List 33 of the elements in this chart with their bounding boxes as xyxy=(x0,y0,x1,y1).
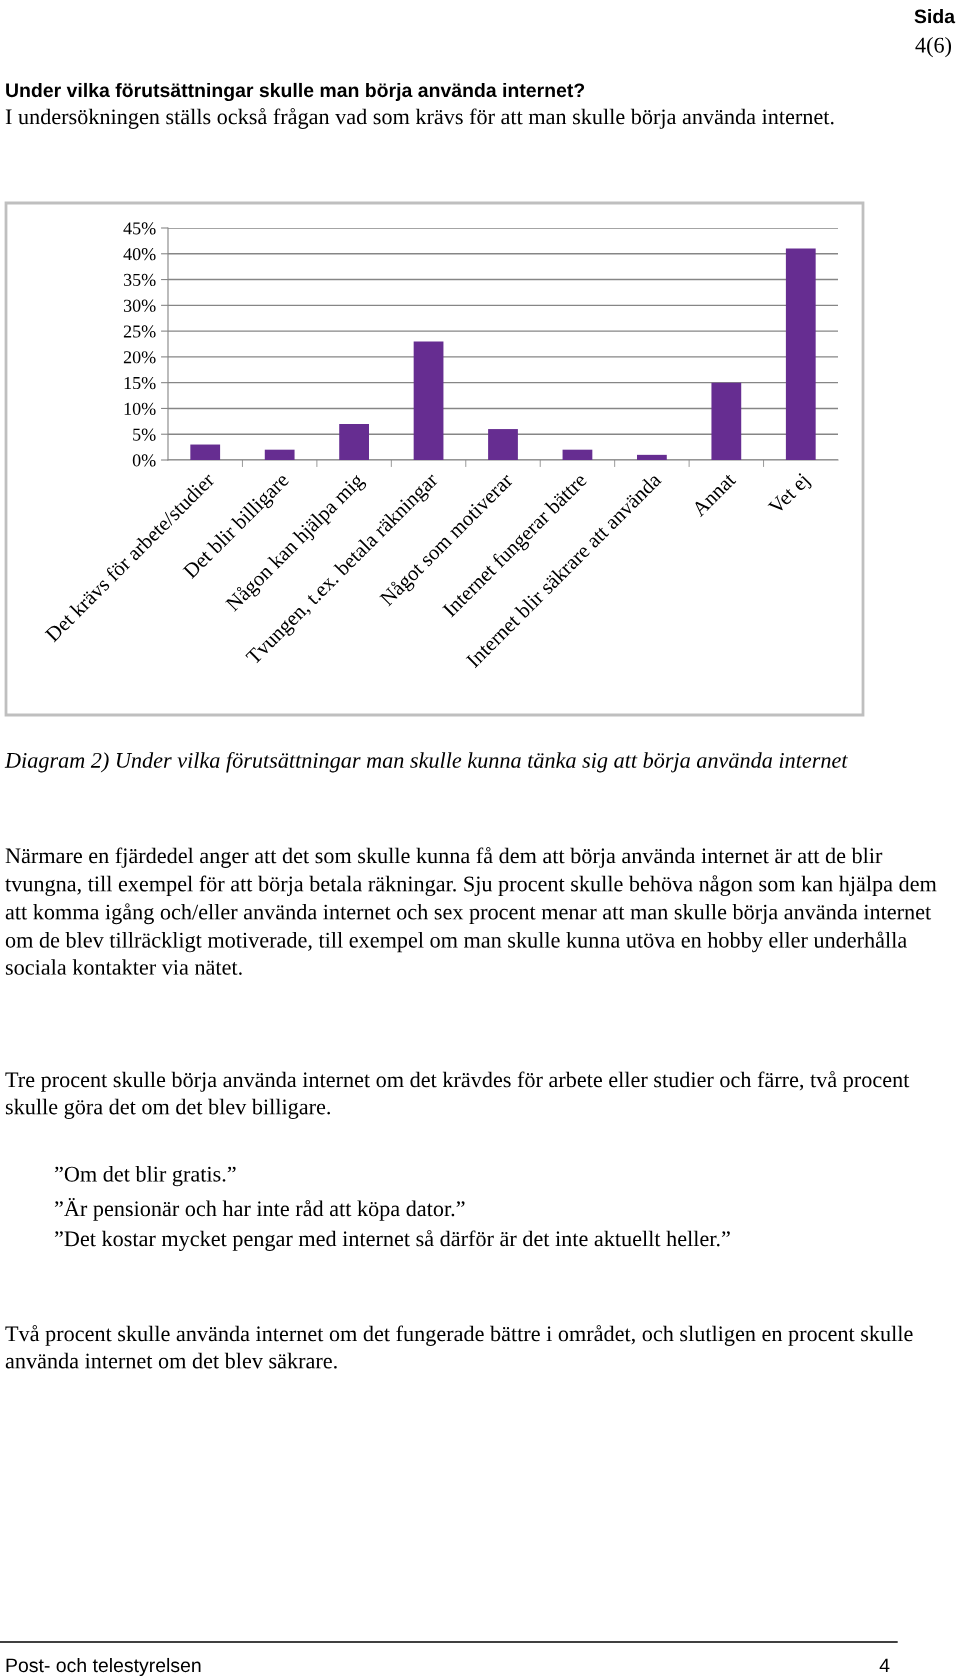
bar xyxy=(711,382,742,460)
text: ”Det kostar mycket pengar med internet så därför är det inte aktuellt heller.” xyxy=(54,1230,730,1251)
chart-title: Under vilka förutsättningar skulle man börja använda internet? xyxy=(6,82,585,102)
x-tick-label: Vet ej xyxy=(767,472,813,519)
chart-subtitle: I undersökningen ställs också frågan vad som krävs för att man skulle börja använda internet. xyxy=(5,108,834,129)
bar xyxy=(562,449,593,460)
text: ”Är pensionär och har inte råd att köpa dator.” xyxy=(54,1198,465,1221)
text: Sida xyxy=(914,9,956,24)
bar xyxy=(190,444,221,460)
bar xyxy=(264,449,295,460)
y-tick-label: 0% xyxy=(132,454,156,467)
y-tick-label: 5% xyxy=(133,428,156,441)
text: Post- och telestyrelsen xyxy=(6,1657,201,1677)
bar xyxy=(637,454,667,460)
y-tick-label: 25% xyxy=(123,325,156,338)
y-tick-label: 35% xyxy=(123,273,156,287)
y-tick-label: 20% xyxy=(123,351,156,364)
bar xyxy=(785,248,816,460)
text: Tre procent skulle börja använda internet om det krävdes för arbete eller studier och färre, två procent skulle göra det om det blev billigare. xyxy=(5,1071,910,1119)
text: Närmare en fjärdedel anger att det som skulle kunna få dem att börja använda internet är att de blir tvungna, till exempel för att börja betala räkningar. Sju procent skulle behöva någon som kan hjälpa dem att komma igång och/eller använda internet och sex procent menar att man skulle börja använda internet om de blev tillräckligt motiverade, till exempel om man skulle kunna utöva en hobby eller underhålla sociala kontakter via nätet. xyxy=(5,847,937,975)
text: ”Om det blir gratis.” xyxy=(54,1166,236,1187)
bar xyxy=(488,429,518,460)
y-tick-label: 10% xyxy=(124,402,156,415)
y-tick-label: 15% xyxy=(124,376,156,390)
text: Två procent skulle använda internet om det fungerade bättre i området, och slutligen en procent skulle använda internet om det blev säkrare. xyxy=(5,1325,913,1369)
text: 4 xyxy=(879,1658,890,1673)
y-tick-label: 45% xyxy=(123,222,156,235)
bar xyxy=(413,341,444,460)
y-tick-label: 30% xyxy=(123,299,156,312)
text: Diagram 2) Under vilka förutsättningar man skulle kunna tänka sig att börja använda internet xyxy=(4,752,848,773)
bar xyxy=(339,423,369,460)
y-tick-label: 40% xyxy=(123,248,156,261)
text: 4(6) xyxy=(915,37,952,58)
